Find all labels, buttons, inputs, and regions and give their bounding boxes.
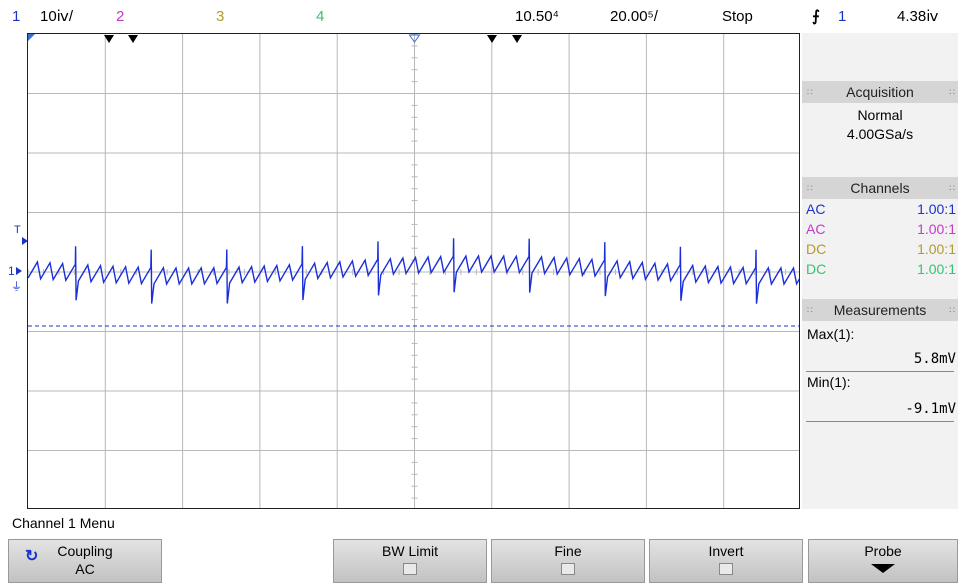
ground-icon: ⏚ (11, 281, 22, 293)
trigger-arrow-icon (22, 237, 28, 245)
grip-icon: ∷ (807, 305, 813, 315)
ch4-number[interactable]: 4 (316, 8, 325, 25)
softkey-value: AC (75, 561, 95, 577)
measurement-divider (806, 371, 954, 372)
channel-row-3: DC 1.00:1 (806, 240, 956, 258)
channel-coupling: DC (806, 241, 827, 257)
measurement-label: Max(1): (807, 326, 855, 342)
cursor-marker-icon (512, 35, 522, 43)
invert-softkey[interactable]: Invert (649, 539, 803, 583)
softkey-label: Coupling (57, 543, 113, 559)
down-arrow-icon (871, 564, 895, 573)
grip-icon: ∷ (807, 87, 813, 97)
fine-checkbox[interactable] (561, 563, 575, 575)
sample-rate: 4.00GSa/s (846, 126, 914, 142)
timebase-delay[interactable]: 10.50⁴ (515, 8, 559, 25)
measurement-value: -9.1mV (905, 401, 956, 417)
softkey-label: Probe (864, 543, 902, 559)
channel-coupling: AC (806, 221, 826, 237)
channel-probe-ratio: 1.00:1 (917, 201, 956, 217)
time-reference-icon (28, 34, 35, 41)
channel-row-1: AC 1.00:1 (806, 200, 956, 218)
trigger-edge-icon: ⨍ (812, 8, 820, 25)
acquisition-mode: Normal (857, 107, 903, 123)
measurement-label: Min(1): (807, 374, 851, 390)
waveform-graticule (28, 34, 799, 508)
channels-title: Channels (850, 180, 910, 196)
cursor-marker-icon (487, 35, 497, 43)
measurement-value: 5.8mV (913, 351, 956, 367)
run-state[interactable]: Stop (722, 8, 753, 25)
ch1-number[interactable]: 1 (12, 8, 21, 25)
channel-probe-ratio: 1.00:1 (917, 261, 956, 277)
coupling-softkey[interactable]: ↻ Coupling AC (8, 539, 162, 583)
grip-icon: ∷ (949, 87, 955, 97)
timebase-scale[interactable]: 20.00⁵/ (610, 8, 658, 25)
cursor-marker-icon (128, 35, 138, 43)
grip-icon: ∷ (807, 183, 813, 193)
rotate-arrow-icon: ↻ (25, 548, 39, 565)
fine-softkey[interactable]: Fine (491, 539, 645, 583)
ch1-vertical-scale[interactable]: 10ⅳ/ (40, 8, 74, 25)
channels-header[interactable]: ∷ Channels ∷ (802, 177, 958, 199)
channel-coupling: AC (806, 201, 826, 217)
measurements-title: Measurements (833, 302, 927, 318)
grip-icon: ∷ (949, 305, 955, 315)
measurement-divider (806, 421, 954, 422)
cursor-marker-icon (104, 35, 114, 43)
measurements-header[interactable]: ∷ Measurements ∷ (802, 299, 958, 321)
softkey-label: Invert (708, 543, 744, 559)
ch1-ground-marker[interactable]: 1 (8, 264, 15, 278)
trigger-level[interactable]: 4.38ⅳ (897, 8, 939, 25)
ch1-trace (28, 238, 799, 304)
channel-probe-ratio: 1.00:1 (917, 241, 956, 257)
info-panel: ∷ Acquisition ∷ Normal 4.00GSa/s ∷ Chann… (802, 33, 958, 509)
probe-softkey[interactable]: Probe (808, 539, 958, 583)
acquisition-title: Acquisition (846, 84, 914, 100)
acquisition-header[interactable]: ∷ Acquisition ∷ (802, 81, 958, 103)
softkey-label: BW Limit (382, 543, 438, 559)
ch2-number[interactable]: 2 (116, 8, 125, 25)
ch3-number[interactable]: 3 (216, 8, 225, 25)
bw-limit-checkbox[interactable] (403, 563, 417, 575)
channel-coupling: DC (806, 261, 827, 277)
status-bar: 1 10ⅳ/ 2 3 4 10.50⁴ 20.00⁵/ Stop ⨍ 1 4.3… (0, 0, 958, 33)
channel-row-2: AC 1.00:1 (806, 220, 956, 238)
trigger-level-marker[interactable]: T (14, 224, 21, 236)
channel-probe-ratio: 1.00:1 (917, 221, 956, 237)
ch1-ground-arrow-icon (16, 267, 22, 275)
menu-title: Channel 1 Menu (12, 515, 115, 531)
trigger-position-icon (408, 34, 421, 43)
softkey-label: Fine (554, 543, 582, 559)
channel-row-4: DC 1.00:1 (806, 260, 956, 278)
grip-icon: ∷ (949, 183, 955, 193)
invert-checkbox[interactable] (719, 563, 733, 575)
waveform-display[interactable] (27, 33, 800, 509)
trigger-source[interactable]: 1 (838, 8, 847, 25)
bw-limit-softkey[interactable]: BW Limit (333, 539, 487, 583)
